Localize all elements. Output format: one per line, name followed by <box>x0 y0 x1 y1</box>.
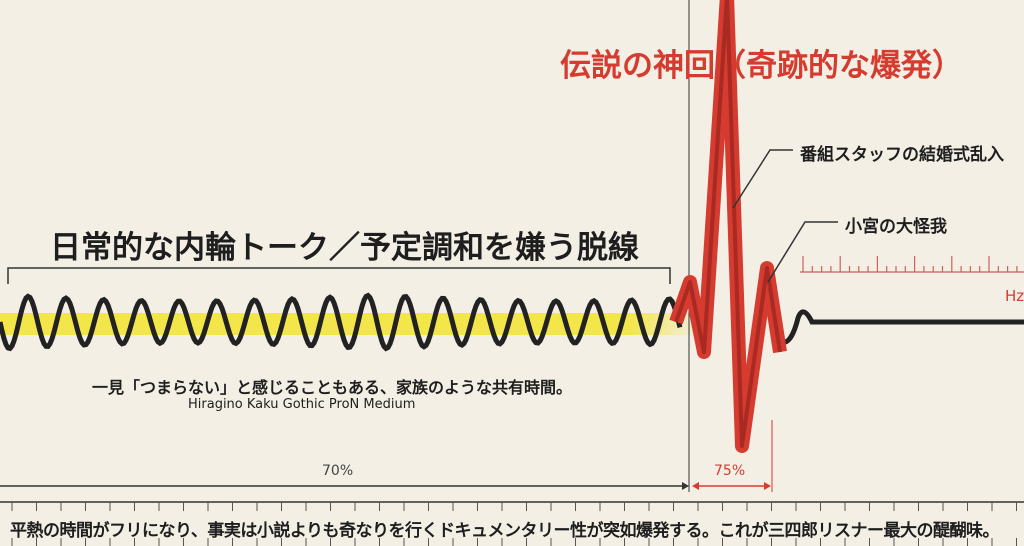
highlight-band <box>0 313 700 335</box>
footer-text: 平熱の時間がフリになり、事実は小説よりも奇なりを行くドキュメンタリー性が突如爆発… <box>10 521 999 541</box>
calm-wave <box>0 292 683 352</box>
bottom-ruler <box>11 502 1017 546</box>
leader-line-2 <box>767 221 838 283</box>
spike-core <box>674 0 782 448</box>
font-note: Hiragino Kaku Gothic ProN Medium <box>188 397 416 412</box>
frequency-ruler <box>800 256 1024 273</box>
annotation-injury: 小宮の大怪我 <box>845 217 947 237</box>
right-span-label: 75% <box>714 463 746 479</box>
unit-label: Hz <box>1005 287 1024 305</box>
bracket <box>7 267 671 284</box>
main-title: 日常的な内輪トーク／予定調和を嫌う脱線 <box>50 230 639 266</box>
arrowhead-icon <box>682 482 689 490</box>
flat-line <box>776 309 1024 345</box>
left-span-label: 70% <box>322 463 354 479</box>
annotation-wedding: 番組スタッフの結婚式乱入 <box>800 145 1004 165</box>
caption: 一見「つまらない」と感じることもある、家族のような共有時間。 <box>92 378 573 397</box>
climax-title: 伝説の神回（奇跡的な爆発） <box>560 48 963 84</box>
leader-line-1 <box>732 149 793 209</box>
